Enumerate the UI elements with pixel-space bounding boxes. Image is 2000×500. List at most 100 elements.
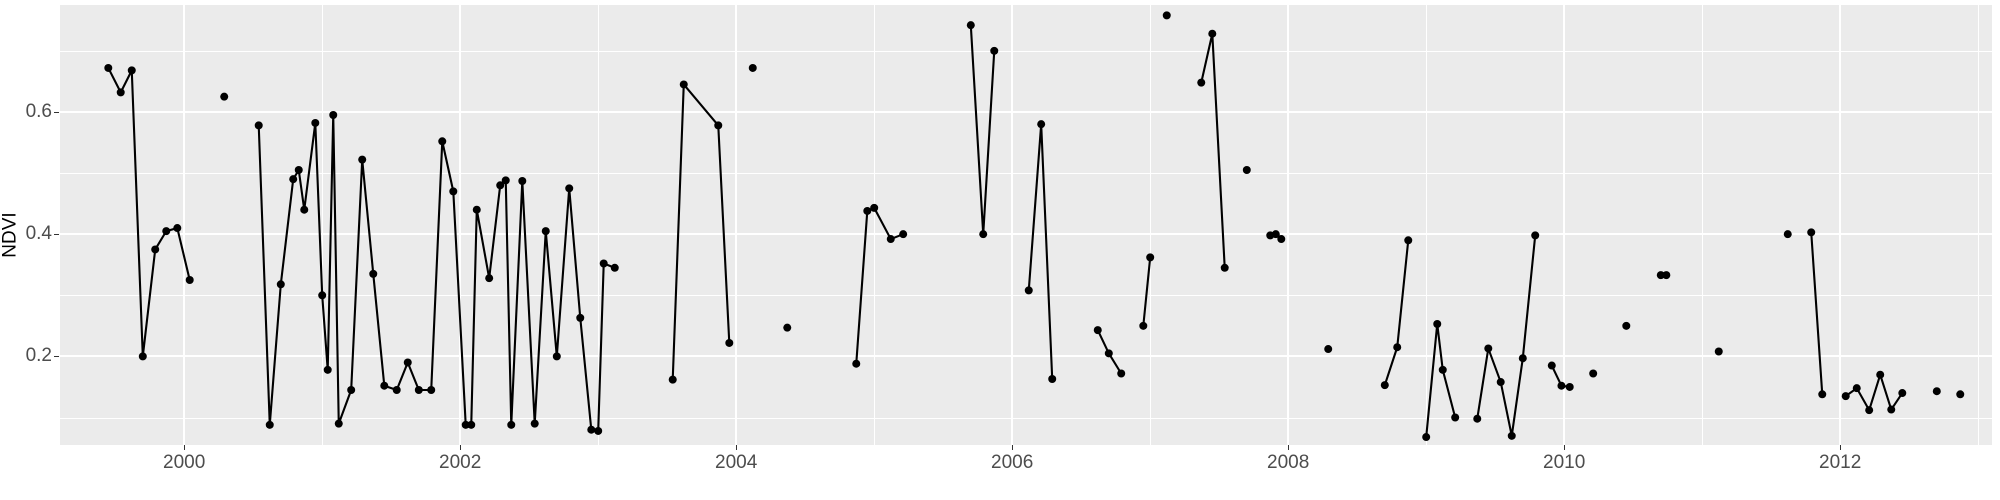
data-point [1589, 369, 1598, 378]
data-point [1518, 354, 1527, 363]
y-axis-tick-label: 0.6 [25, 100, 52, 122]
x-axis-tick-label: 2004 [715, 452, 758, 473]
data-point [403, 358, 412, 367]
y-axis-tick-label: 0.2 [25, 345, 52, 367]
data-point [116, 88, 125, 97]
data-point [1956, 390, 1965, 399]
data-point [347, 386, 356, 394]
series-line-segment [1200, 32, 1226, 269]
data-point [1104, 349, 1113, 358]
data-point [438, 137, 447, 146]
data-point [1807, 228, 1816, 237]
gridline-major-horizontal [60, 110, 1992, 113]
x-axis-tick-mark [1840, 445, 1842, 450]
data-point [323, 365, 332, 374]
series-line-segment [1027, 123, 1054, 381]
gridline-major-horizontal [60, 355, 1992, 358]
data-point [358, 155, 367, 164]
data-point [1393, 343, 1402, 352]
y-axis-tick-labels: 0.2 0.4 0.6 [0, 0, 52, 500]
data-point [1818, 390, 1827, 399]
plot-panel [60, 5, 1992, 445]
x-axis-tick-mark [460, 445, 462, 450]
data-point [1565, 382, 1574, 391]
data-point [863, 206, 872, 215]
gridline-minor-vertical [1150, 5, 1152, 445]
x-axis-tick-mark [1564, 445, 1566, 450]
gridline-major-horizontal [60, 233, 1992, 236]
data-point [449, 187, 458, 196]
data-point [1117, 369, 1126, 378]
data-point [318, 291, 327, 300]
data-point [276, 280, 285, 289]
gridline-major-vertical [735, 5, 738, 445]
series-line-segment [1476, 234, 1537, 437]
data-point [899, 230, 908, 239]
series-line-segment [1142, 256, 1152, 327]
series-line-segment [107, 66, 191, 358]
y-axis-tick-label: 0.4 [25, 223, 52, 245]
data-point [594, 426, 603, 435]
gridline-minor-vertical [1702, 5, 1704, 445]
data-point [1887, 405, 1896, 414]
data-point [501, 176, 510, 185]
data-point [714, 121, 723, 130]
gridline-major-vertical [1839, 5, 1842, 445]
data-point [1271, 230, 1280, 239]
data-point [1433, 320, 1442, 328]
y-axis-tick-mark [54, 111, 59, 113]
data-point [852, 359, 861, 368]
gridline-minor-horizontal [60, 173, 1992, 175]
data-point [576, 313, 585, 322]
data-point [496, 181, 505, 190]
data-point [485, 274, 494, 283]
x-axis-tick-label: 2002 [439, 452, 482, 473]
gridline-major-vertical [459, 5, 462, 445]
data-point [334, 419, 343, 428]
data-point [1622, 321, 1631, 330]
data-point [1242, 166, 1251, 174]
data-point [1146, 253, 1155, 262]
data-point [1714, 347, 1723, 356]
data-point [1876, 370, 1885, 379]
data-point [427, 386, 436, 394]
gridline-major-vertical [1287, 5, 1290, 445]
data-point [1162, 11, 1171, 20]
data-point [472, 205, 481, 214]
data-point [1496, 378, 1505, 387]
data-point [748, 63, 757, 72]
data-point [311, 118, 320, 127]
data-point [329, 111, 338, 119]
data-point [414, 386, 423, 394]
series-line-segment [1844, 373, 1904, 412]
data-point [127, 66, 136, 75]
data-point [1557, 381, 1566, 390]
series-line-segment [257, 113, 616, 432]
gridline-minor-vertical [1426, 5, 1428, 445]
data-point [392, 386, 401, 394]
gridline-major-vertical [1011, 5, 1014, 445]
data-point [599, 259, 608, 268]
data-point [1662, 271, 1671, 280]
data-point [220, 92, 229, 101]
data-point [1841, 392, 1850, 401]
gridline-minor-horizontal [60, 295, 1992, 297]
y-axis-tick-mark [54, 234, 59, 236]
data-point [1024, 286, 1033, 295]
data-point [1220, 263, 1229, 272]
gridline-minor-vertical [1978, 5, 1980, 445]
data-point [668, 375, 677, 384]
data-point [541, 227, 550, 236]
data-point [265, 420, 274, 429]
gridline-minor-vertical [322, 5, 324, 445]
ndvi-series-svg [104, 11, 1965, 442]
data-point [783, 323, 792, 332]
data-point [369, 269, 378, 278]
data-point [610, 263, 619, 272]
data-point [1451, 413, 1460, 422]
gridline-minor-vertical [598, 5, 600, 445]
data-point [725, 338, 734, 347]
data-point [1037, 120, 1046, 129]
series-line-segment [1810, 231, 1824, 396]
data-point [990, 46, 999, 55]
